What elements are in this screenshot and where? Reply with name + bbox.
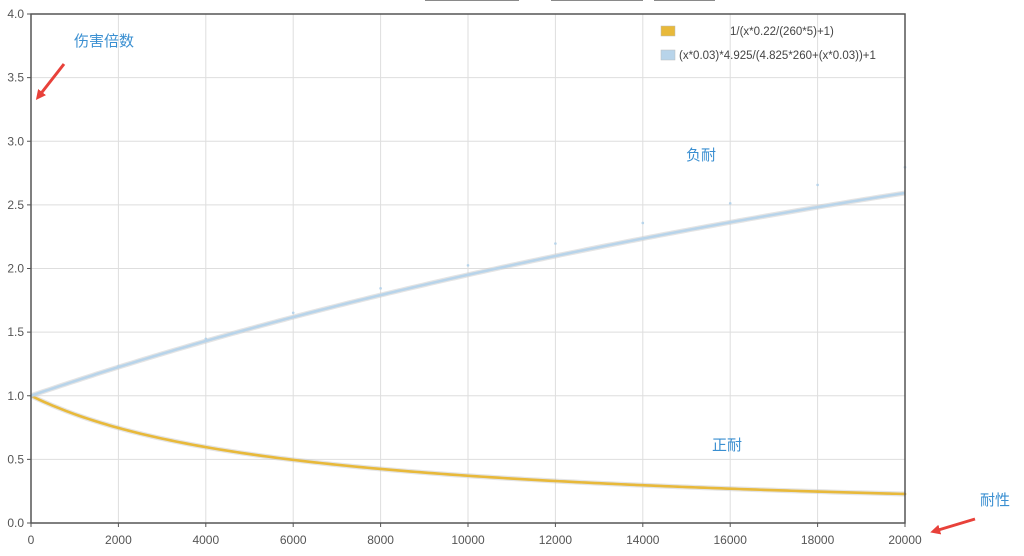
arrow-x-axis [930, 517, 976, 535]
series-2-point [554, 242, 557, 245]
y-tick-label: 3.5 [7, 71, 24, 85]
y-tick-label: 0.0 [7, 516, 24, 530]
series-1-point [204, 445, 208, 449]
legend-label-1: 1/(x*0.22/(260*5)+1) [730, 26, 834, 38]
x-tick-label: 8000 [367, 533, 394, 547]
series-2-point [816, 183, 819, 187]
x-tick-label: 4000 [192, 533, 219, 547]
series-2-point [291, 311, 295, 315]
y-tick-label: 2.5 [7, 198, 24, 212]
legend-label-2: (x*0.03)*4.925/(4.825*260+(x*0.03))+1 [679, 50, 876, 62]
series-2-point [728, 202, 732, 205]
series-1-point [291, 458, 295, 462]
arrow-y-axis [35, 63, 66, 100]
series-2-point [117, 365, 120, 368]
x-tick-label: 16000 [714, 533, 748, 547]
toolbar-box-1[interactable] [425, 0, 519, 1]
y-axis-label: 伤害倍数 [74, 32, 134, 50]
legend-swatch-2 [660, 49, 676, 61]
lower-curve-label: 正耐 [712, 436, 742, 454]
x-tick-label: 0 [28, 533, 35, 547]
y-tick-label: 1.5 [7, 325, 24, 339]
x-tick-label: 2000 [105, 533, 132, 547]
series-2-point [466, 264, 470, 267]
series-1-point [554, 479, 557, 483]
series-2-point [379, 287, 382, 290]
toolbar-box-3[interactable] [654, 0, 715, 1]
series-2-point [641, 221, 645, 225]
series-1-point [117, 426, 120, 430]
x-tick-label: 18000 [801, 533, 835, 547]
grid-lines [30, 13, 906, 524]
series-1-point [728, 487, 732, 490]
toolbar-box-2[interactable] [551, 0, 643, 1]
x-tick-label: 14000 [626, 533, 660, 547]
x-tick-label: 10000 [451, 533, 485, 547]
series-1-point [816, 490, 819, 493]
legend: 1/(x*0.22/(260*5)+1) (x*0.03)*4.925/(4.82… [660, 25, 876, 62]
y-tick-label: 0.5 [7, 452, 24, 466]
series-1-point [379, 467, 382, 471]
y-tick-label: 2.0 [7, 262, 24, 276]
series-1-point [466, 474, 470, 478]
series-2-point [204, 337, 208, 341]
series-1-point [641, 483, 645, 487]
x-axis-label: 耐性 [980, 491, 1010, 509]
y-axis-ticks: 0.0 0.5 1.0 1.5 2.0 2.5 3.0 3.5 4.0 [7, 7, 31, 530]
x-tick-label: 6000 [280, 533, 307, 547]
y-tick-label: 1.0 [7, 389, 24, 403]
series-layer [29, 165, 907, 497]
x-tick-label: 20000 [888, 533, 922, 547]
y-tick-label: 3.0 [7, 134, 24, 148]
x-tick-label: 12000 [539, 533, 573, 547]
legend-swatch-1 [660, 25, 676, 37]
y-tick-label: 4.0 [7, 7, 24, 21]
series-2-line [30, 191, 906, 397]
upper-curve-label: 负耐 [686, 146, 716, 164]
x-axis-ticks: 0 2000 4000 6000 8000 10000 12000 14000 16000 180… [28, 523, 922, 547]
